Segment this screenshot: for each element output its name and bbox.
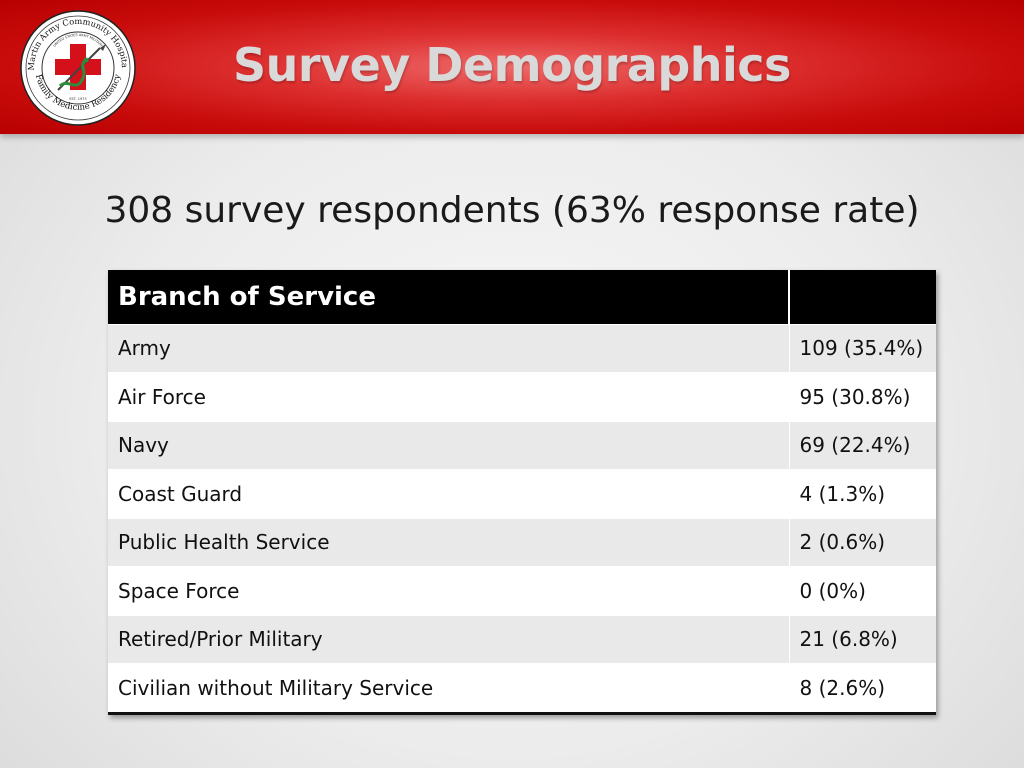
branch-cell: Public Health Service	[108, 517, 789, 567]
value-cell: 4 (1.3%)	[788, 469, 936, 518]
header-value	[788, 270, 936, 324]
branch-cell: Navy	[108, 420, 789, 470]
branch-cell: Coast Guard	[108, 469, 789, 518]
subtitle: 308 survey respondents (63% response rat…	[104, 190, 920, 231]
value-cell: 69 (22.4%)	[788, 420, 936, 470]
page-title: Survey Demographics	[233, 38, 791, 92]
branch-table: Branch of Service Army 109 (35.4%) Air F…	[108, 270, 936, 715]
logo-est: EST. 1973	[69, 97, 86, 101]
header-branch-of-service: Branch of Service	[108, 270, 789, 324]
table-row: Public Health Service 2 (0.6%)	[108, 517, 936, 567]
value-cell: 109 (35.4%)	[788, 323, 936, 373]
table-row: Civilian without Military Service 8 (2.6…	[108, 663, 936, 712]
value-cell: 95 (30.8%)	[788, 372, 936, 421]
table-row: Retired/Prior Military 21 (6.8%)	[108, 614, 936, 664]
branch-cell: Civilian without Military Service	[108, 663, 789, 712]
branch-cell: Army	[108, 323, 789, 373]
value-cell: 0 (0%)	[788, 566, 936, 615]
branch-cell: Retired/Prior Military	[108, 614, 789, 664]
slide-header: Martin Army Community Hospital Family Me…	[0, 0, 1024, 134]
table-row: Space Force 0 (0%)	[108, 566, 936, 615]
table-row: Air Force 95 (30.8%)	[108, 372, 936, 421]
value-cell: 8 (2.6%)	[788, 663, 936, 712]
table-header-row: Branch of Service	[108, 270, 936, 324]
value-cell: 2 (0.6%)	[788, 517, 936, 567]
table-row: Army 109 (35.4%)	[108, 323, 936, 373]
value-cell: 21 (6.8%)	[788, 614, 936, 664]
table-row: Coast Guard 4 (1.3%)	[108, 469, 936, 518]
branch-cell: Space Force	[108, 566, 789, 615]
table-row: Navy 69 (22.4%)	[108, 420, 936, 470]
branch-cell: Air Force	[108, 372, 789, 421]
hospital-logo-icon: Martin Army Community Hospital Family Me…	[20, 10, 136, 126]
